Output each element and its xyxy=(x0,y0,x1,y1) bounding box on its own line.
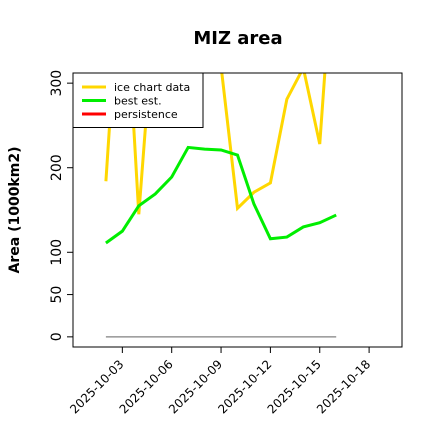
y-tick-label: 200 xyxy=(49,154,65,181)
plot-frame xyxy=(72,72,403,348)
x-tick-label: 2025-10-18 xyxy=(314,357,373,416)
series-line xyxy=(105,145,337,245)
legend-label: persistence xyxy=(114,108,178,121)
y-tick-label: 300 xyxy=(49,70,65,97)
y-tick-label: 0 xyxy=(49,332,65,341)
y-tick-label: 100 xyxy=(49,239,65,266)
chart-title: MIZ area xyxy=(193,28,282,49)
y-axis-label: Area (1000km2) xyxy=(7,147,23,274)
legend-label: best est. xyxy=(114,95,162,108)
series-line xyxy=(104,73,327,215)
plot-area xyxy=(104,73,337,338)
y-tick-label: 50 xyxy=(49,286,65,304)
legend-label: ice chart data xyxy=(114,81,190,94)
